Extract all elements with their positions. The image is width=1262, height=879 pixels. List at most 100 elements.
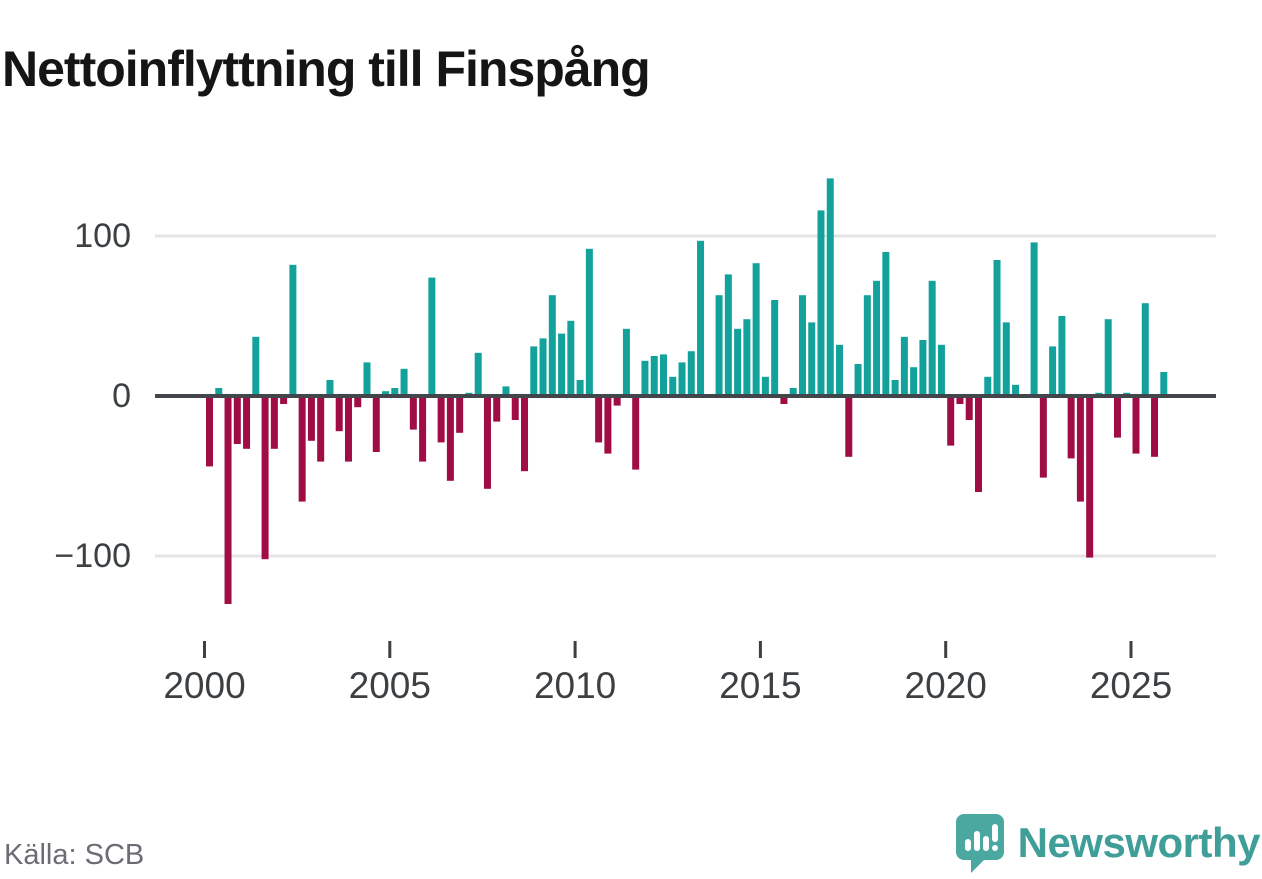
x-tick-label: 2005	[349, 665, 431, 706]
bar	[446, 396, 454, 481]
bar	[817, 210, 825, 396]
bar	[576, 380, 584, 396]
bar	[1067, 396, 1075, 459]
bar	[715, 295, 723, 396]
bar	[1104, 319, 1112, 396]
newsworthy-wordmark: Newsworthy	[1017, 819, 1261, 866]
bar	[632, 396, 640, 470]
bar	[975, 396, 982, 492]
bar	[1076, 396, 1084, 502]
bar	[317, 396, 325, 462]
bar	[1151, 396, 1159, 457]
bar	[910, 367, 918, 396]
bar	[993, 260, 1001, 396]
bar	[298, 396, 306, 502]
bar	[1113, 396, 1121, 438]
bar	[335, 396, 343, 432]
bar	[669, 376, 677, 396]
bar	[604, 396, 612, 454]
bar	[224, 396, 232, 604]
bar	[613, 396, 621, 406]
newsworthy-logo[interactable]: Newsworthy	[954, 812, 1261, 874]
x-tick-label: 2015	[719, 665, 801, 706]
bar	[845, 396, 853, 457]
x-tick-label: 2000	[163, 665, 245, 706]
bar	[780, 396, 788, 404]
source-label: Källa: SCB	[4, 839, 145, 871]
bar	[919, 340, 927, 396]
bar	[697, 240, 705, 396]
bar	[567, 320, 575, 396]
bar	[391, 388, 399, 396]
bar	[474, 352, 482, 396]
bar	[326, 380, 334, 396]
y-tick-label: −100	[54, 537, 131, 575]
bar	[863, 295, 871, 396]
bar	[243, 396, 251, 449]
bar	[650, 356, 658, 396]
bar	[965, 396, 973, 420]
bar	[252, 336, 260, 396]
bar	[641, 360, 649, 396]
bar	[752, 263, 760, 396]
bar	[502, 386, 510, 396]
bar	[539, 338, 547, 396]
bar	[956, 396, 964, 404]
bar	[836, 344, 844, 396]
bar	[483, 396, 491, 489]
chart-title: Nettoinflyttning till Finspång	[2, 40, 651, 97]
bar	[400, 368, 408, 396]
bar	[984, 376, 992, 396]
bar	[808, 322, 816, 396]
bar	[854, 364, 862, 396]
bar	[937, 344, 945, 396]
bar	[1058, 316, 1066, 396]
bar	[409, 396, 417, 430]
bar	[280, 396, 288, 404]
bar	[724, 274, 732, 396]
bar	[1030, 242, 1038, 396]
x-tick-label: 2025	[1090, 665, 1172, 706]
bar	[437, 396, 445, 443]
y-tick-label: 0	[112, 377, 131, 415]
bar	[233, 396, 241, 444]
x-tick-label: 2010	[534, 665, 616, 706]
bar	[372, 396, 380, 452]
bar	[493, 396, 501, 422]
bar	[798, 295, 806, 396]
newsworthy-speech-bubble-chart-icon	[955, 814, 1004, 873]
bar	[585, 248, 593, 396]
bar	[900, 336, 908, 396]
x-tick-label: 2020	[905, 665, 987, 706]
bar	[595, 396, 603, 443]
bar	[947, 396, 955, 446]
bar	[734, 328, 742, 396]
bar	[354, 396, 362, 408]
bar	[307, 396, 315, 441]
bar	[548, 295, 556, 396]
bar	[530, 346, 538, 396]
bar	[891, 380, 899, 396]
bar	[344, 396, 352, 462]
bar	[215, 388, 223, 396]
bar	[456, 396, 464, 433]
bar	[882, 252, 890, 396]
bar	[270, 396, 278, 449]
bar	[771, 300, 779, 396]
bar	[521, 396, 529, 472]
bar	[1141, 303, 1149, 396]
bar	[928, 280, 936, 396]
bar	[363, 362, 371, 396]
bar	[1132, 396, 1140, 454]
bar	[1086, 396, 1094, 558]
bar	[743, 319, 751, 396]
bar	[558, 333, 566, 396]
bar	[1039, 396, 1047, 478]
bar	[1160, 372, 1168, 396]
bar	[1002, 322, 1010, 396]
bar	[428, 277, 436, 396]
bar	[826, 178, 834, 396]
bar	[419, 396, 427, 462]
bar	[1012, 384, 1020, 396]
